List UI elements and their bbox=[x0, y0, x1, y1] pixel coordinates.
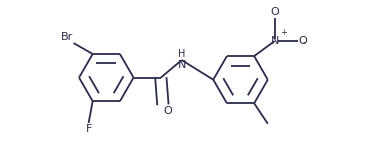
Text: O: O bbox=[298, 36, 307, 46]
Text: -: - bbox=[302, 38, 305, 47]
Text: N: N bbox=[270, 36, 279, 46]
Text: O: O bbox=[164, 106, 173, 116]
Text: O: O bbox=[270, 7, 279, 17]
Text: Br: Br bbox=[61, 32, 73, 42]
Text: H: H bbox=[178, 49, 186, 59]
Text: N: N bbox=[178, 60, 186, 70]
Text: F: F bbox=[86, 124, 92, 134]
Text: +: + bbox=[280, 28, 287, 37]
